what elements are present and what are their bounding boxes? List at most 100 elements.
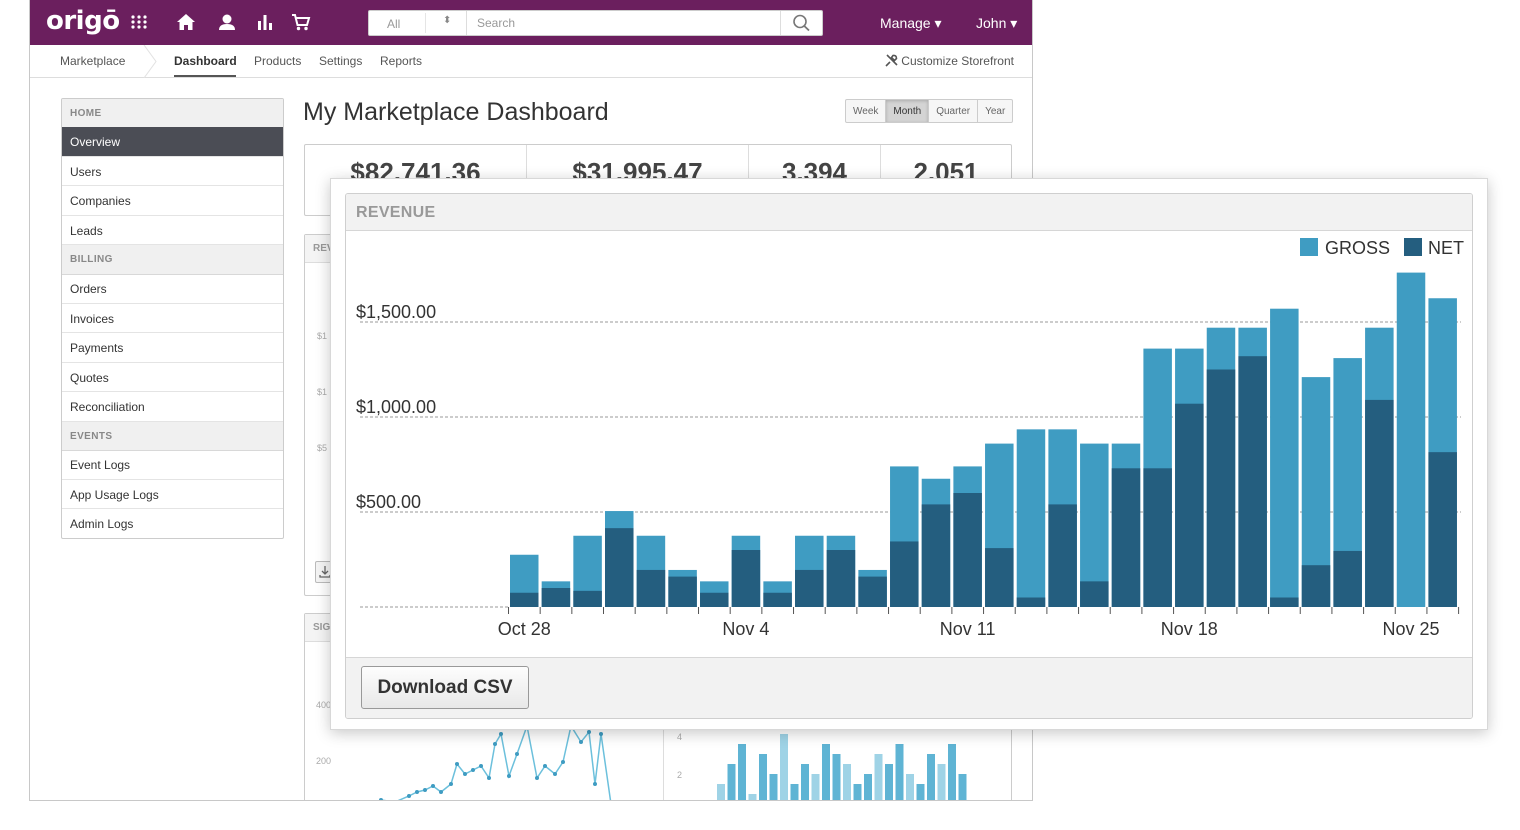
ghost-bar [864, 774, 872, 800]
ghost-signups-line-chart [379, 723, 967, 801]
net-bar [953, 493, 982, 607]
net-bar [1111, 468, 1141, 607]
sidebar-section-label: HOME [70, 108, 102, 119]
net-bar [1238, 356, 1267, 607]
search-button[interactable] [780, 11, 822, 35]
ghost-point [439, 790, 443, 794]
user-icon[interactable] [216, 11, 238, 33]
sidebar-item-label: Companies [70, 194, 131, 208]
ghost-bar [780, 734, 788, 800]
ghost-axis-tick: 4 [677, 732, 683, 742]
sidebar-item-leads[interactable]: Leads [62, 216, 283, 245]
net-bar [1080, 581, 1109, 607]
ghost-point [449, 782, 453, 786]
ghost-point [543, 764, 547, 768]
home-icon[interactable] [175, 11, 197, 33]
ghost-point [499, 732, 503, 736]
ghost-point [379, 798, 383, 800]
ghost-point [493, 742, 497, 746]
ghost-bar [801, 764, 809, 800]
ghost-axis-tick: 2 [677, 770, 683, 780]
period-week-button[interactable]: Week [846, 100, 887, 122]
sidebar-item-payments[interactable]: Payments [62, 333, 283, 363]
ghost-point [393, 800, 397, 801]
apps-grid-icon[interactable] [128, 11, 150, 33]
sidebar-item-quotes[interactable]: Quotes [62, 363, 283, 392]
tools-icon [885, 54, 898, 67]
ghost-bar [906, 774, 914, 800]
gross-bar [1396, 272, 1426, 607]
ghost-bar [885, 764, 893, 800]
sidebar-item-invoices[interactable]: Invoices [62, 304, 283, 333]
net-bar [1301, 565, 1331, 607]
legend-swatch-gross [1300, 238, 1318, 256]
shopping-cart-icon[interactable] [290, 11, 312, 33]
sidebar-item-label: Admin Logs [70, 517, 134, 531]
revenue-panel-footer: Download CSV [346, 657, 1472, 718]
net-bar [1270, 597, 1299, 607]
sidebar-section-events: EVENTS [62, 421, 283, 451]
customize-storefront-link[interactable]: Customize Storefront [885, 54, 1014, 68]
gross-bar [1080, 443, 1109, 607]
ghost-bar [738, 744, 746, 800]
sidebar-item-admin-logs[interactable]: Admin Logs [62, 509, 283, 538]
background-panel-title: REV [313, 243, 334, 254]
ghost-axis-tick: 200 [316, 756, 332, 766]
active-tab-indicator [174, 75, 236, 77]
customize-storefront-label: Customize Storefront [901, 54, 1014, 68]
ghost-bar [832, 754, 841, 800]
ghost-bar [727, 764, 736, 800]
ghost-axis-tick: 400 [316, 700, 332, 710]
sidebar-item-label: Overview [70, 135, 121, 149]
period-year-button[interactable]: Year [985, 106, 1006, 117]
sidebar-item-label: Orders [70, 282, 107, 296]
period-selector: Week Month Quarter Year [845, 99, 1014, 123]
ghost-axis-tick: $1 [317, 331, 328, 341]
net-bar [731, 550, 761, 607]
gross-bar [1270, 308, 1299, 607]
ghost-point [579, 740, 583, 744]
sidebar-item-orders[interactable]: Orders [62, 274, 283, 304]
origo-logo[interactable]: origō [46, 6, 120, 36]
ghost-point [515, 752, 519, 756]
tab-products[interactable]: Products [254, 54, 302, 68]
secondary-navigation: Marketplace Dashboard Products Settings … [30, 45, 1032, 78]
net-bar [1048, 504, 1077, 607]
tab-dashboard[interactable]: Dashboard [174, 54, 237, 68]
bar-chart-icon[interactable] [254, 11, 276, 33]
breadcrumb-separator-icon [143, 45, 157, 78]
manage-menu[interactable]: Manage ▾ [880, 15, 942, 31]
breadcrumb-marketplace[interactable]: Marketplace [60, 54, 126, 68]
search-input[interactable] [477, 13, 777, 33]
period-quarter-button[interactable]: Quarter [929, 100, 979, 122]
ghost-bar [874, 754, 883, 800]
sidebar-item-companies[interactable]: Companies [62, 186, 283, 216]
sidebar-item-users[interactable]: Users [62, 157, 283, 186]
ghost-point [587, 730, 591, 734]
download-csv-button[interactable]: Download CSV [361, 666, 529, 709]
sidebar-item-overview[interactable]: Overview [62, 127, 283, 157]
user-menu[interactable]: John ▾ [976, 15, 1018, 31]
legend-label-gross: GROSS [1325, 238, 1390, 258]
tab-reports[interactable]: Reports [380, 54, 423, 68]
net-bar [763, 592, 792, 607]
ghost-bar [927, 754, 935, 800]
net-bar [1016, 597, 1046, 607]
ghost-bar [717, 784, 725, 800]
sidebar-item-app-usage-logs[interactable]: App Usage Logs [62, 480, 283, 509]
select-arrows-icon: ⬍ [443, 15, 452, 26]
tab-settings[interactable]: Settings [319, 54, 363, 68]
sidebar-item-reconciliation[interactable]: Reconciliation [62, 392, 283, 422]
search-category-select[interactable]: All ⬍ [369, 11, 467, 35]
sidebar-item-event-logs[interactable]: Event Logs [62, 450, 283, 480]
ghost-point [471, 768, 475, 772]
period-month-button[interactable]: Month [886, 100, 930, 122]
ghost-point [553, 772, 557, 776]
ghost-point [415, 790, 419, 794]
net-bar [826, 550, 856, 607]
legend-swatch-net [1404, 238, 1422, 256]
sidebar-item-label: App Usage Logs [70, 487, 159, 502]
net-bar [858, 576, 887, 607]
revenue-bar-chart: $500.00 $1,000.00 $1,500.00 Oct 28 Nov 4 Nov … [356, 238, 1464, 639]
ghost-bar [822, 744, 830, 800]
